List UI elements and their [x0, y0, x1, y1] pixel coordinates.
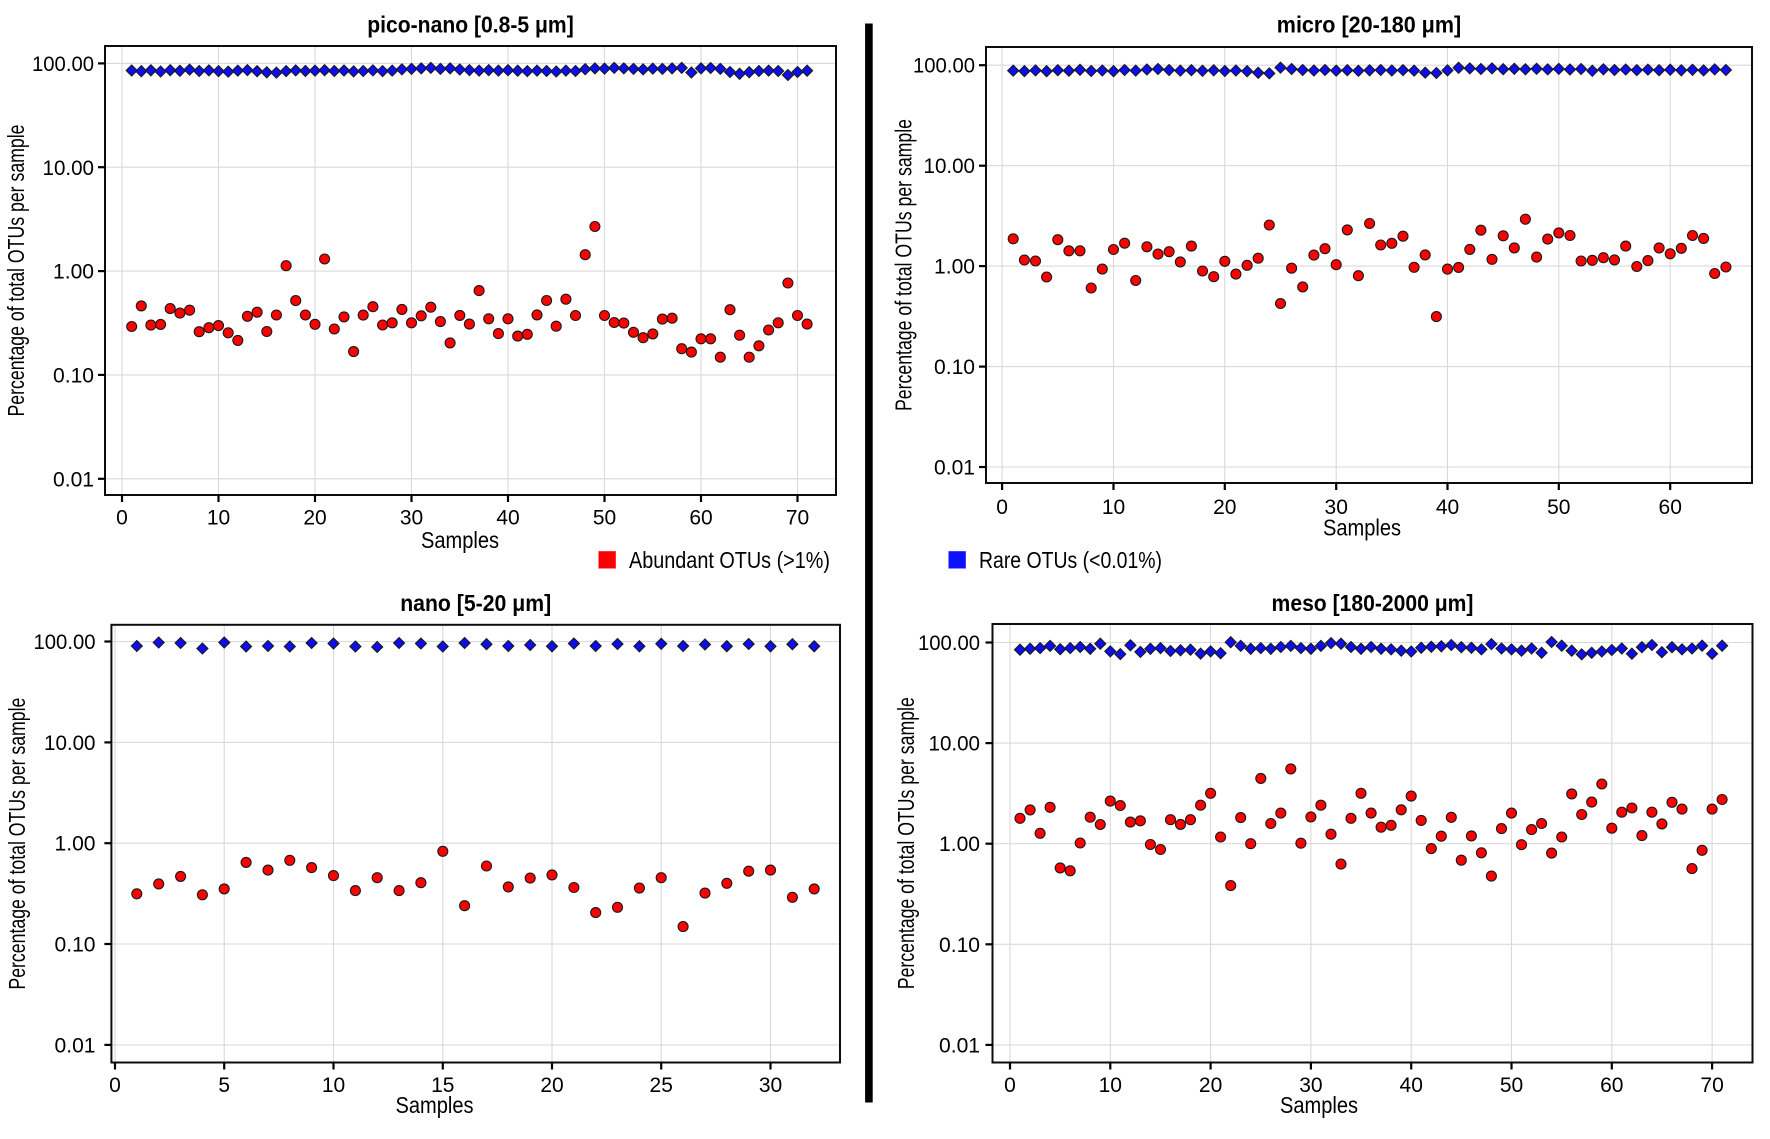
svg-text:10: 10 — [1102, 496, 1125, 519]
svg-text:micro [20-180 μm]: micro [20-180 μm] — [1277, 12, 1461, 38]
svg-text:0: 0 — [116, 507, 128, 530]
svg-text:100.00: 100.00 — [918, 632, 980, 655]
svg-text:Samples: Samples — [396, 1092, 474, 1118]
svg-text:40: 40 — [1436, 496, 1459, 519]
svg-text:30: 30 — [1299, 1074, 1322, 1097]
svg-text:70: 70 — [786, 507, 809, 530]
svg-text:Abundant OTUs (>1%): Abundant OTUs (>1%) — [629, 547, 830, 573]
svg-text:100.00: 100.00 — [34, 631, 96, 654]
svg-text:Percentage of total OTUs per s: Percentage of total OTUs per sample — [891, 119, 917, 411]
svg-text:1.00: 1.00 — [934, 256, 975, 279]
svg-text:20: 20 — [303, 507, 326, 530]
svg-text:15: 15 — [431, 1074, 454, 1097]
svg-text:0: 0 — [996, 496, 1008, 519]
svg-text:Samples: Samples — [421, 527, 499, 553]
svg-text:1.00: 1.00 — [53, 261, 94, 284]
svg-text:50: 50 — [1547, 496, 1570, 519]
svg-text:0.10: 0.10 — [934, 356, 975, 379]
svg-text:30: 30 — [1325, 496, 1348, 519]
svg-text:10: 10 — [207, 507, 230, 530]
svg-text:Percentage of total OTUs per s: Percentage of total OTUs per sample — [3, 125, 29, 417]
svg-text:50: 50 — [593, 507, 616, 530]
svg-text:Samples: Samples — [1280, 1092, 1358, 1118]
svg-text:40: 40 — [496, 507, 519, 530]
svg-text:0.10: 0.10 — [939, 934, 980, 957]
svg-text:40: 40 — [1400, 1074, 1423, 1097]
svg-text:Percentage of total OTUs per s: Percentage of total OTUs per sample — [893, 697, 919, 989]
svg-text:0.01: 0.01 — [55, 1034, 96, 1057]
svg-text:nano [5-20 μm]: nano [5-20 μm] — [400, 590, 551, 616]
svg-text:Samples: Samples — [1323, 515, 1401, 541]
svg-text:20: 20 — [1199, 1074, 1222, 1097]
svg-text:100.00: 100.00 — [32, 53, 94, 76]
svg-text:30: 30 — [400, 507, 423, 530]
svg-text:10.00: 10.00 — [43, 157, 95, 180]
svg-text:1.00: 1.00 — [939, 833, 980, 856]
svg-text:0.01: 0.01 — [934, 457, 975, 480]
svg-text:20: 20 — [540, 1074, 563, 1097]
svg-text:10.00: 10.00 — [929, 733, 981, 756]
svg-text:10.00: 10.00 — [44, 732, 96, 755]
svg-text:pico-nano [0.8-5 μm]: pico-nano [0.8-5 μm] — [367, 12, 574, 38]
svg-text:0.01: 0.01 — [53, 468, 94, 491]
svg-text:0: 0 — [109, 1074, 121, 1097]
svg-text:meso [180-2000 μm]: meso [180-2000 μm] — [1272, 590, 1474, 616]
svg-text:0: 0 — [1004, 1074, 1016, 1097]
svg-text:1.00: 1.00 — [55, 833, 96, 856]
svg-text:70: 70 — [1700, 1074, 1723, 1097]
svg-text:0.10: 0.10 — [53, 364, 94, 387]
svg-text:30: 30 — [759, 1074, 782, 1097]
svg-text:0.10: 0.10 — [55, 934, 96, 957]
svg-text:50: 50 — [1500, 1074, 1523, 1097]
svg-text:10.00: 10.00 — [924, 155, 976, 178]
svg-text:0.01: 0.01 — [939, 1034, 980, 1057]
svg-text:25: 25 — [650, 1074, 673, 1097]
svg-text:Rare OTUs (<0.01%): Rare OTUs (<0.01%) — [979, 547, 1162, 573]
svg-text:60: 60 — [1600, 1074, 1623, 1097]
svg-text:20: 20 — [1213, 496, 1236, 519]
svg-text:10: 10 — [322, 1074, 345, 1097]
svg-text:60: 60 — [689, 507, 712, 530]
svg-text:100.00: 100.00 — [913, 55, 975, 78]
svg-text:5: 5 — [218, 1074, 230, 1097]
svg-text:Percentage of total OTUs per s: Percentage of total OTUs per sample — [4, 698, 30, 990]
svg-text:60: 60 — [1659, 496, 1682, 519]
svg-text:10: 10 — [1099, 1074, 1122, 1097]
